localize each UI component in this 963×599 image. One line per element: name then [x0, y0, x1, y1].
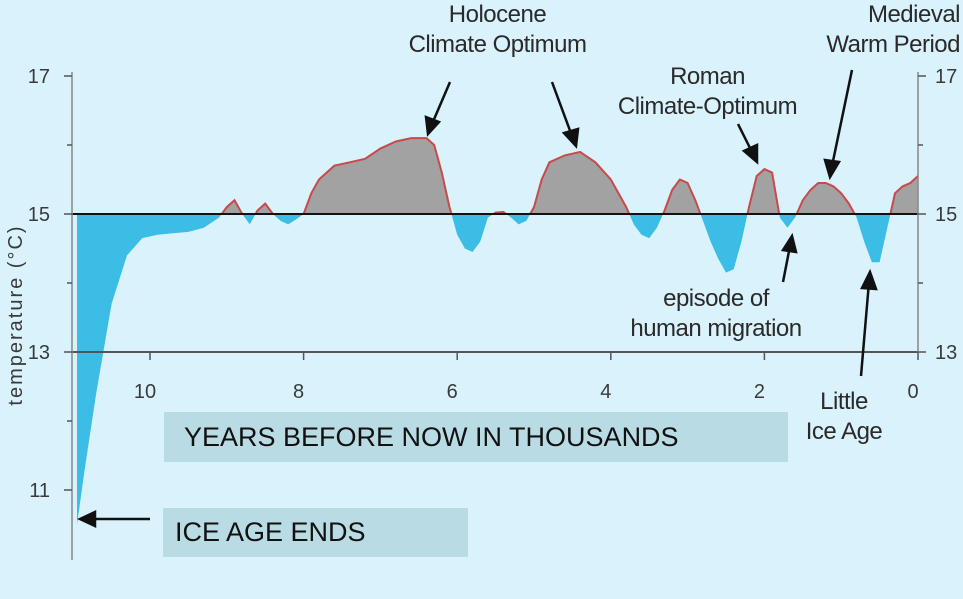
- x-tick-label: 4: [600, 381, 611, 403]
- x-axis-title-box: YEARS BEFORE NOW IN THOUSANDS: [164, 412, 788, 462]
- annotation-holocene: Holocene Climate Optimum: [408, 1, 587, 58]
- ice-age-ends-box: ICE AGE ENDS: [163, 508, 468, 557]
- y-tick-label-left: 15: [28, 204, 50, 226]
- arrow-migration: [780, 232, 798, 283]
- temperature-line-warm: [220, 137, 919, 214]
- x-tick-label: 8: [293, 381, 304, 403]
- y-tick-label-left: 17: [28, 66, 50, 88]
- annotation-roman: Roman Climate-Optimum: [617, 63, 798, 120]
- arrow-holocene-2: [550, 81, 580, 149]
- x-tick-label: 6: [447, 381, 458, 403]
- arrow-ice-age-ends: [77, 510, 150, 528]
- plot-area: [77, 137, 919, 525]
- arrow-little-ice-age: [859, 268, 878, 377]
- x-tick-label: 10: [134, 381, 156, 403]
- x-axis-title: YEARS BEFORE NOW IN THOUSANDS: [184, 421, 679, 452]
- y-axis-label: temperature (°C): [5, 224, 27, 405]
- ice-age-ends-label: ICE AGE ENDS: [175, 517, 366, 547]
- warm-area: [77, 138, 918, 214]
- x-tick-label: 0: [907, 381, 918, 403]
- arrow-holocene: [424, 81, 452, 137]
- annotation-medieval: Medieval Warm Period: [826, 1, 960, 58]
- annotation-little-ice-age: Little Ice Age: [805, 388, 883, 445]
- y-tick-label-right: 15: [935, 204, 957, 226]
- y-tick-label-right: 17: [935, 66, 957, 88]
- arrow-medieval: [823, 69, 854, 181]
- y-tick-label-left: 13: [28, 342, 50, 364]
- y-tick-label-right: 13: [935, 342, 957, 364]
- annotation-arrows: [77, 69, 878, 528]
- x-tick-label: 2: [754, 381, 765, 403]
- arrow-roman: [736, 123, 759, 165]
- y-tick-label-left: 11: [29, 480, 50, 502]
- ticks: 10 8 6 4 2 0 17 15 13 11 17 15 13: [28, 66, 958, 502]
- annotation-migration: episode of human migration: [630, 285, 802, 342]
